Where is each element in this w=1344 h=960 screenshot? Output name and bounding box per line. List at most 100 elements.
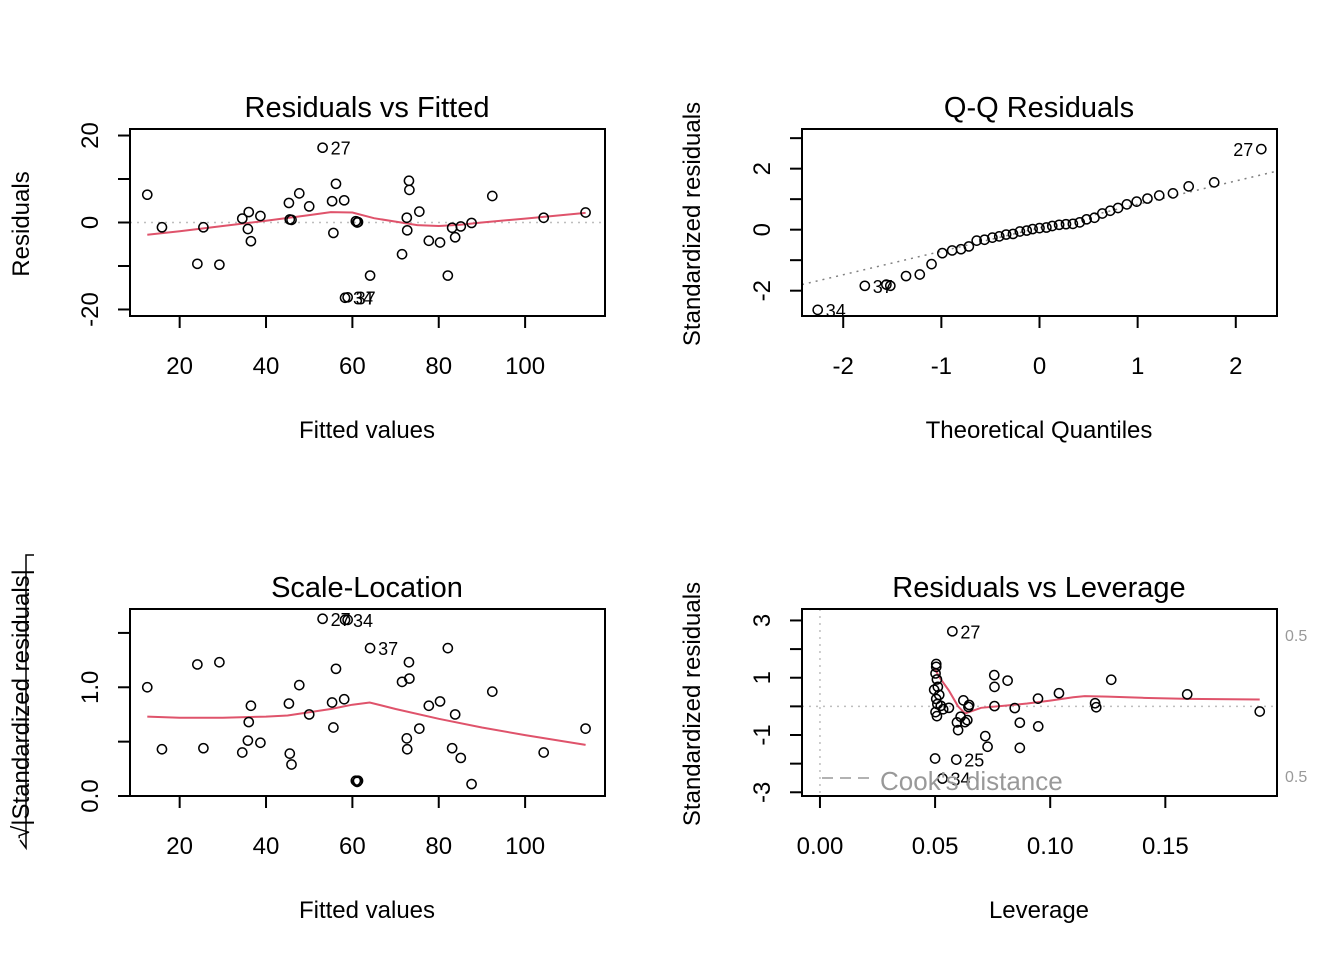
- data-point: [1181, 688, 1193, 700]
- data-point: [936, 247, 948, 259]
- plot-area: [802, 170, 1277, 286]
- data-point: [466, 217, 477, 229]
- data-point: [926, 258, 937, 270]
- data-point: [1142, 193, 1153, 204]
- data-point: [950, 754, 962, 765]
- data-point: [326, 195, 338, 207]
- data-point: [401, 733, 413, 744]
- data-point: [961, 714, 973, 726]
- data-point: [963, 241, 975, 252]
- data-point: [951, 717, 963, 728]
- reference-line: [802, 170, 1277, 286]
- panel-qq-residuals: Q-Q Residuals Theoretical Quantiles Stan…: [679, 92, 1278, 444]
- data-point: [284, 748, 296, 759]
- data-point: [330, 178, 342, 190]
- data-point: [1153, 190, 1165, 201]
- smoother-line: [147, 211, 586, 236]
- data-point: [326, 697, 338, 708]
- plot-area: [802, 609, 1277, 796]
- data-point: [141, 681, 153, 693]
- y-tick-label: 3: [749, 614, 776, 627]
- data-point: [455, 221, 467, 232]
- data-point: [242, 223, 254, 235]
- data-point: [1053, 687, 1065, 699]
- x-tick-label: 0.10: [1027, 833, 1074, 860]
- data-point: [293, 188, 305, 199]
- data-point: [1112, 202, 1124, 214]
- data-point: [328, 722, 339, 733]
- data-point: [1089, 212, 1100, 224]
- data-point: [971, 235, 983, 247]
- x-tick-label: 0.00: [797, 833, 844, 860]
- data-point: [1081, 213, 1092, 225]
- data-point: [952, 724, 964, 736]
- data-point: [931, 710, 943, 722]
- data-point: [245, 235, 257, 247]
- data-point: [255, 210, 266, 222]
- x-tick-label: 40: [253, 833, 280, 860]
- data-point: [293, 679, 305, 691]
- data-point: [1121, 198, 1133, 210]
- data-point: [1041, 222, 1052, 233]
- data-point: [1014, 742, 1026, 754]
- x-tick-label: 60: [339, 833, 366, 860]
- data-point: [538, 747, 550, 758]
- data-point: [1090, 701, 1102, 713]
- point-label: 37: [378, 639, 398, 659]
- data-point: [1105, 674, 1117, 686]
- data-point: [943, 702, 955, 714]
- panel-residuals-vs-fitted: Residuals vs Fitted Fitted values Residu…: [8, 92, 606, 444]
- data-point: [214, 259, 225, 271]
- data-point: [1032, 693, 1044, 704]
- data-point: [1000, 229, 1012, 240]
- data-point: [413, 206, 425, 217]
- data-point: [401, 212, 413, 224]
- x-tick-label: -1: [931, 353, 952, 380]
- data-point: [993, 231, 1005, 242]
- y-axis-label: Standardized residuals: [679, 102, 706, 346]
- data-point: [245, 700, 257, 712]
- data-point: [1208, 177, 1220, 188]
- data-point: [1074, 216, 1086, 228]
- y-tick-label: 0.0: [77, 779, 104, 812]
- data-point: [1002, 675, 1013, 686]
- point-label: 27: [960, 622, 980, 642]
- x-tick-label: 80: [425, 353, 452, 380]
- data-point: [955, 711, 966, 723]
- data-point: [1067, 218, 1079, 230]
- data-point: [364, 270, 376, 281]
- data-point: [283, 698, 295, 709]
- data-point: [1131, 196, 1143, 207]
- data-point: [198, 221, 209, 233]
- data-point: [156, 743, 168, 755]
- point-label: 34: [353, 611, 373, 631]
- data-point: [1009, 702, 1021, 714]
- data-point: [1060, 218, 1072, 230]
- data-point: [423, 700, 435, 712]
- data-point: [979, 234, 990, 246]
- data-point: [1167, 188, 1179, 199]
- y-axis-label: Residuals: [8, 171, 35, 276]
- data-point: [538, 212, 550, 224]
- data-point: [243, 206, 255, 218]
- x-axis-label: Theoretical Quantiles: [926, 417, 1153, 444]
- data-point: [434, 237, 446, 248]
- data-point: [198, 742, 209, 754]
- data-point: [413, 723, 425, 734]
- plot-frame: [129, 608, 606, 797]
- point-label: 37: [873, 277, 893, 297]
- data-point: [446, 742, 458, 754]
- data-point: [580, 207, 591, 218]
- data-point: [947, 625, 958, 637]
- plot-area: [130, 211, 605, 236]
- sqrt-radical-icon: [19, 554, 34, 851]
- data-point: [982, 741, 993, 753]
- data-point: [937, 773, 948, 784]
- cooks-level-label: 0.5: [1285, 769, 1307, 786]
- data-point: [946, 245, 958, 256]
- panel-scale-location: Scale-Location Fitted values √|Standardi…: [8, 554, 606, 924]
- point-label: 27: [331, 610, 351, 630]
- data-point: [812, 304, 824, 316]
- smoother-line: [147, 701, 586, 746]
